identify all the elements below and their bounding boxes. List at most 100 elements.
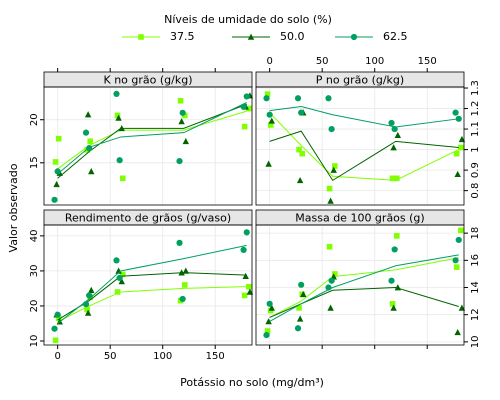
point xyxy=(266,111,273,118)
point xyxy=(181,282,188,288)
point xyxy=(84,309,92,316)
y-tick-label: 10 xyxy=(470,336,481,349)
panel-frame xyxy=(43,86,253,206)
point xyxy=(243,229,250,236)
point xyxy=(179,295,186,303)
point xyxy=(393,233,400,239)
point xyxy=(52,159,59,165)
point xyxy=(176,239,183,246)
mean-line xyxy=(57,102,247,175)
point xyxy=(241,123,248,130)
panel-frame xyxy=(255,224,465,346)
point xyxy=(296,315,304,322)
point xyxy=(326,243,333,250)
point xyxy=(114,112,121,119)
legend-label: 37.5 xyxy=(170,30,195,43)
point xyxy=(458,144,464,151)
point xyxy=(263,331,270,339)
point xyxy=(454,328,461,336)
point xyxy=(330,166,337,173)
point xyxy=(119,175,126,182)
y-tick-label: 1.3 xyxy=(470,80,481,96)
point xyxy=(182,137,190,145)
point xyxy=(54,311,61,318)
point xyxy=(51,196,58,203)
point xyxy=(327,197,334,204)
point xyxy=(116,157,123,164)
point xyxy=(294,95,302,102)
point xyxy=(265,318,272,325)
y-tick-label: 1.1 xyxy=(470,121,481,137)
panel-title: Massa de 100 grãos (g) xyxy=(295,212,424,225)
x-tick-label: 100 xyxy=(365,56,384,67)
point xyxy=(82,301,90,308)
y-tick-label: 16 xyxy=(470,254,481,267)
x-tick-label: 50 xyxy=(316,56,329,67)
mean-line xyxy=(57,244,247,324)
point xyxy=(325,95,332,102)
point xyxy=(300,290,307,298)
point xyxy=(294,325,302,332)
point xyxy=(389,175,396,182)
point xyxy=(241,292,248,299)
point xyxy=(240,246,247,253)
point xyxy=(388,119,395,127)
x-tick-label: 0 xyxy=(266,56,272,67)
point xyxy=(113,90,120,97)
point xyxy=(453,150,460,157)
point xyxy=(327,304,334,311)
y-tick-label: 15 xyxy=(29,156,40,169)
x-tick-label: 150 xyxy=(206,351,225,362)
point xyxy=(328,125,335,133)
x-tick-label: 50 xyxy=(104,351,117,362)
point xyxy=(87,138,94,145)
legend-marker xyxy=(350,33,358,41)
point xyxy=(264,91,271,97)
point xyxy=(454,170,461,178)
point xyxy=(296,146,302,153)
point xyxy=(88,286,95,293)
point xyxy=(326,185,333,192)
panel-frame xyxy=(255,86,465,206)
x-tick-label: 0 xyxy=(54,351,60,362)
point xyxy=(296,176,304,184)
point xyxy=(55,315,62,322)
point xyxy=(114,289,121,295)
point xyxy=(242,272,249,279)
mean-line xyxy=(57,272,247,321)
legend-marker xyxy=(138,34,144,40)
point xyxy=(82,129,90,136)
point xyxy=(182,267,190,274)
point xyxy=(458,227,464,234)
point xyxy=(88,168,95,175)
panel-title: K no grão (g/kg) xyxy=(103,74,192,87)
point xyxy=(179,109,186,116)
legend-marker xyxy=(247,33,255,40)
point xyxy=(268,117,275,124)
x-tick-label: 150 xyxy=(418,56,437,67)
point xyxy=(119,271,126,278)
y-tick-label: 30 xyxy=(29,265,40,278)
point xyxy=(243,93,250,100)
y-tick-label: 18 xyxy=(470,227,481,240)
point xyxy=(263,95,270,102)
point xyxy=(55,135,62,142)
y-tick-label: 40 xyxy=(29,229,40,242)
y-tick-label: 12 xyxy=(470,308,481,321)
y-tick-label: 0.9 xyxy=(470,162,481,178)
point xyxy=(452,109,459,116)
y-tick-label: 1 xyxy=(470,146,481,152)
mean-line xyxy=(269,105,459,128)
point xyxy=(390,304,397,311)
point xyxy=(118,124,125,132)
x-axis-label: Potássio no solo (mg/dm³) xyxy=(180,376,324,389)
point xyxy=(452,257,459,264)
point xyxy=(86,145,93,152)
point xyxy=(394,284,402,291)
point xyxy=(391,246,398,253)
point xyxy=(390,144,397,151)
point xyxy=(265,160,272,167)
point xyxy=(298,109,305,116)
point xyxy=(264,328,271,334)
point xyxy=(178,118,185,125)
